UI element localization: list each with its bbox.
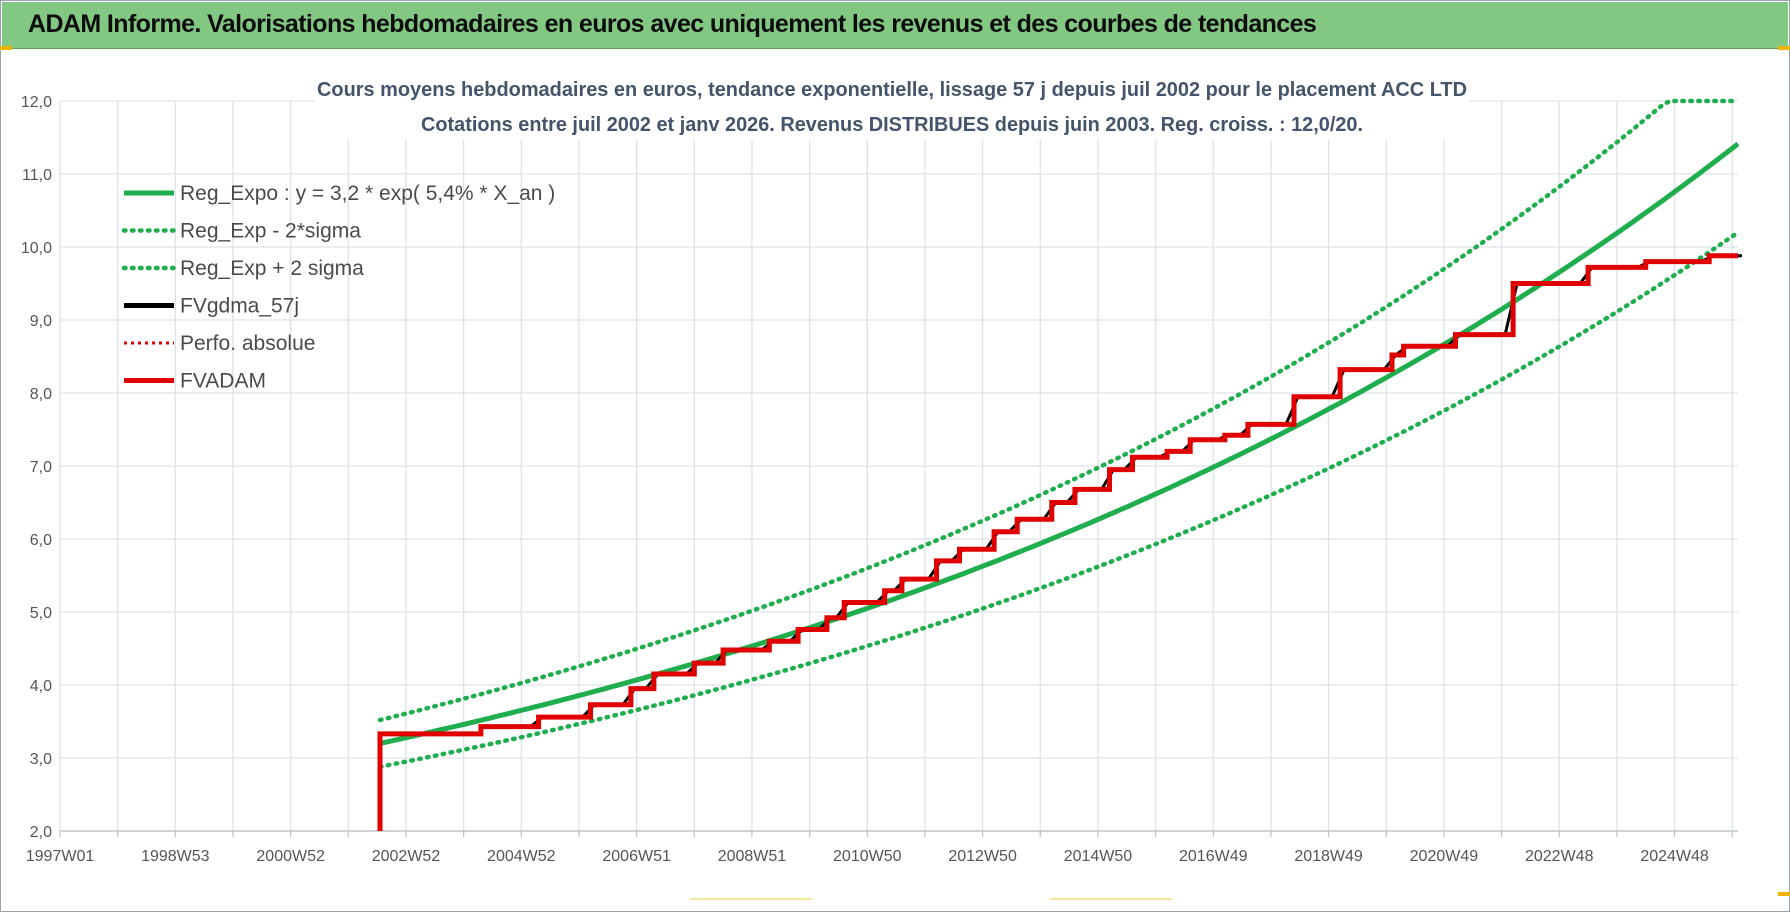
corner-marker-top-left	[0, 46, 12, 50]
report-title: ADAM Informe. Valorisations hebdomadaire…	[28, 10, 1317, 38]
y-tick-label: 4,0	[30, 678, 52, 695]
y-tick-label: 12,0	[21, 94, 52, 111]
chart-title-line-2: Cotations entre juil 2002 et janv 2026. …	[421, 114, 1363, 136]
fvadam-line	[377, 253, 1738, 831]
legend-label: Reg_Expo : y = 3,2 * exp( 5,4% * X_an )	[180, 182, 555, 205]
y-tick-label: 3,0	[30, 751, 52, 768]
chart-title-area: Cours moyens hebdomadaires en euros, ten…	[315, 68, 1469, 140]
x-tick-label: 2014W50	[1064, 848, 1133, 865]
bottom-accent-left	[690, 898, 812, 900]
x-tick-label: 2008W51	[718, 848, 787, 865]
x-tick-label: 2012W50	[948, 848, 1017, 865]
legend: Reg_Expo : y = 3,2 * exp( 5,4% * X_an ) R…	[121, 182, 555, 393]
fvgdma-57j-line	[380, 254, 1742, 736]
legend-label: FVADAM	[180, 370, 266, 393]
x-tick-label: 2004W52	[487, 848, 556, 865]
exponential-trend-line	[379, 141, 1740, 746]
legend-label: Reg_Exp - 2*sigma	[180, 220, 361, 243]
x-tick-label: 2024W48	[1640, 848, 1709, 865]
y-axis-ticks: 2,0 3,0 4,0 5,0 6,0 7,0 8,0 9,0 10,0 11,0 12,0	[21, 94, 52, 841]
x-tick-label: 2000W52	[256, 848, 325, 865]
legend-label: Perfo. absolue	[180, 332, 315, 355]
y-tick-label: 11,0	[22, 167, 52, 184]
y-tick-label: 7,0	[30, 459, 52, 476]
x-tick-label: 1998W53	[141, 848, 210, 865]
chart-title-line-1: Cours moyens hebdomadaires en euros, ten…	[317, 79, 1467, 101]
legend-label: Reg_Exp + 2 sigma	[180, 257, 364, 280]
report-banner: ADAM Informe. Valorisations hebdomadaire…	[2, 2, 1788, 49]
y-tick-label: 5,0	[30, 605, 52, 622]
x-tick-label: 2018W49	[1294, 848, 1363, 865]
x-tick-label: 2020W49	[1410, 848, 1479, 865]
upper-sigma-band	[377, 98, 1741, 723]
bottom-accent-right	[1050, 898, 1172, 900]
grid	[59, 100, 1738, 837]
y-tick-label: 8,0	[30, 386, 52, 403]
y-tick-label: 9,0	[30, 313, 52, 330]
chart-series	[377, 98, 1742, 831]
x-tick-label: 2016W49	[1179, 848, 1248, 865]
x-tick-label: 2022W48	[1525, 848, 1594, 865]
x-axis-ticks: 1997W01 1998W53 2000W52 2002W52 2004W52 2006W…	[26, 848, 1709, 865]
legend-label: FVgdma_57j	[180, 295, 299, 318]
x-tick-label: 2006W51	[602, 848, 671, 865]
y-tick-label: 6,0	[30, 532, 52, 549]
x-tick-label: 1997W01	[26, 848, 95, 865]
y-tick-label: 10,0	[21, 240, 52, 257]
lower-sigma-band	[377, 230, 1741, 770]
y-tick-label: 2,0	[30, 824, 52, 841]
x-tick-label: 2010W50	[833, 848, 902, 865]
x-tick-label: 2002W52	[372, 848, 441, 865]
corner-marker-top-right	[1778, 46, 1790, 50]
corner-marker-bottom-right	[1778, 892, 1790, 896]
